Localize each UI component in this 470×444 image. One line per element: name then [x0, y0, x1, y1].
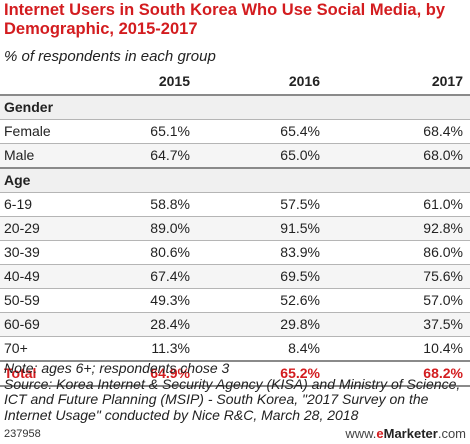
- column-header-2015: 2015: [158, 73, 190, 89]
- table-row: 20-29 89.0% 91.5% 92.8%: [0, 216, 470, 240]
- table-row: 30-39 80.6% 83.9% 86.0%: [0, 240, 470, 264]
- cell-male-2016: 65.0%: [280, 147, 320, 163]
- cell-50-59-2017: 57.0%: [423, 292, 463, 308]
- table-row: 50-59 49.3% 52.6% 57.0%: [0, 288, 470, 312]
- chart-notes: Note: ages 6+; respondents chose 3 Sourc…: [4, 360, 466, 423]
- source-text: Source: Korea Internet & Security Agency…: [4, 375, 461, 423]
- cell-6-19-2015: 58.8%: [150, 196, 190, 212]
- table-row: Male 64.7% 65.0% 68.0%: [0, 143, 470, 167]
- chart-footer: 237958 www.eMarketer.com: [0, 426, 470, 444]
- table-row: 6-19 58.8% 57.5% 61.0%: [0, 192, 470, 216]
- row-label-30-39: 30-39: [4, 244, 40, 260]
- cell-total-2016: 65.2%: [280, 365, 320, 381]
- table-bottom-rule: [0, 385, 470, 387]
- cell-70--2016: 8.4%: [288, 340, 320, 356]
- cell-30-39-2015: 80.6%: [150, 244, 190, 260]
- cell-30-39-2017: 86.0%: [423, 244, 463, 260]
- row-label-20-29: 20-29: [4, 220, 40, 236]
- total-row: Total 64.9% 65.2% 68.2%: [0, 360, 470, 385]
- cell-50-59-2015: 49.3%: [150, 292, 190, 308]
- chart-title: Internet Users in South Korea Who Use So…: [4, 1, 446, 38]
- row-label-50-59: 50-59: [4, 292, 40, 308]
- cell-20-29-2016: 91.5%: [280, 220, 320, 236]
- cell-40-49-2015: 67.4%: [150, 268, 190, 284]
- row-label-40-49: 40-49: [4, 268, 40, 284]
- cell-40-49-2016: 69.5%: [280, 268, 320, 284]
- row-label-female: Female: [4, 123, 51, 139]
- cell-60-69-2017: 37.5%: [423, 316, 463, 332]
- chart-id: 237958: [4, 428, 41, 440]
- cell-male-2015: 64.7%: [150, 147, 190, 163]
- section-label: Gender: [4, 99, 54, 115]
- cell-6-19-2017: 61.0%: [423, 196, 463, 212]
- column-header-row: 2015 2016 2017: [0, 70, 470, 94]
- brand-suffix: .com: [437, 426, 466, 441]
- cell-total-2017: 68.2%: [423, 365, 463, 381]
- cell-6-19-2016: 57.5%: [280, 196, 320, 212]
- brand-prefix: www.: [345, 426, 377, 441]
- table-row: 60-69 28.4% 29.8% 37.5%: [0, 312, 470, 336]
- cell-30-39-2016: 83.9%: [280, 244, 320, 260]
- cell-60-69-2016: 29.8%: [280, 316, 320, 332]
- section-label: Age: [4, 172, 31, 188]
- section-header-age: Age: [0, 167, 470, 192]
- cell-female-2017: 68.4%: [423, 123, 463, 139]
- row-label-male: Male: [4, 147, 35, 163]
- row-label-6-19: 6-19: [4, 196, 33, 212]
- brand-e: e: [376, 426, 384, 441]
- row-label-70-: 70+: [4, 340, 28, 356]
- cell-40-49-2017: 75.6%: [423, 268, 463, 284]
- section-header-gender: Gender: [0, 94, 470, 119]
- cell-total-2015: 64.9%: [150, 365, 190, 381]
- table-body: Gender Female 65.1% 65.4% 68.4% Male 64.7% 65.0…: [0, 94, 470, 387]
- row-label-60-69: 60-69: [4, 316, 40, 332]
- row-label-total: Total: [4, 365, 37, 381]
- table-row: Female 65.1% 65.4% 68.4%: [0, 119, 470, 143]
- table-row: 70+ 11.3% 8.4% 10.4%: [0, 336, 470, 360]
- table-row: 40-49 67.4% 69.5% 75.6%: [0, 264, 470, 288]
- cell-20-29-2015: 89.0%: [150, 220, 190, 236]
- cell-20-29-2017: 92.8%: [423, 220, 463, 236]
- cell-female-2015: 65.1%: [150, 123, 190, 139]
- data-table: 2015 2016 2017 Gender Female 65.1% 65.4% 68.…: [0, 70, 470, 387]
- chart-subtitle: % of respondents in each group: [4, 48, 216, 65]
- cell-female-2016: 65.4%: [280, 123, 320, 139]
- cell-male-2017: 68.0%: [423, 147, 463, 163]
- column-header-2016: 2016: [288, 73, 320, 89]
- cell-70--2017: 10.4%: [423, 340, 463, 356]
- column-header-2017: 2017: [431, 73, 463, 89]
- note-text: Note: ages 6+; respondents chose 3: [4, 360, 230, 376]
- cell-60-69-2015: 28.4%: [150, 316, 190, 332]
- cell-70--2015: 11.3%: [151, 340, 190, 356]
- cell-50-59-2016: 52.6%: [280, 292, 320, 308]
- brand-logo: www.eMarketer.com: [345, 426, 466, 441]
- brand-name: Marketer: [383, 426, 438, 441]
